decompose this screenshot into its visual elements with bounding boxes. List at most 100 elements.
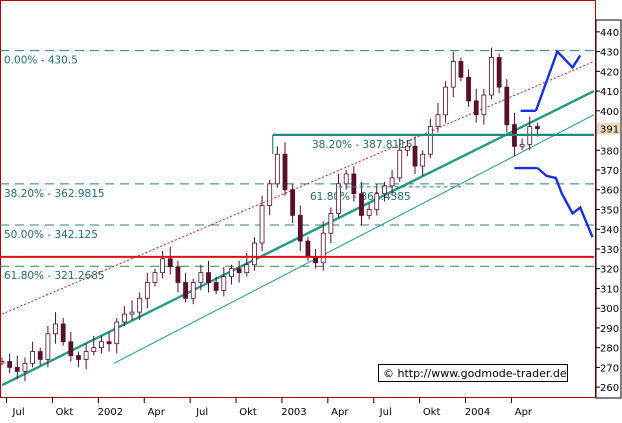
- current-price-label: 391: [600, 125, 619, 136]
- bull-scenario-path: [534, 49, 582, 112]
- x-tick-label: Okt: [239, 407, 257, 418]
- candle-body: [412, 145, 418, 167]
- candle-body: [290, 189, 296, 216]
- candle-body: [183, 282, 188, 299]
- candle-body: [496, 57, 502, 88]
- candle-body: [404, 145, 410, 151]
- candle-body: [221, 276, 227, 291]
- candle-body: [282, 153, 288, 191]
- candle-body: [366, 209, 372, 216]
- x-tick-label: Jul: [12, 407, 25, 418]
- candle-body: [7, 361, 13, 368]
- candle-body: [0, 361, 5, 364]
- fib-level-label: 50.00% - 342.125: [4, 229, 98, 241]
- y-tick-label: 260: [600, 383, 619, 394]
- candle-body: [45, 333, 51, 360]
- candle-body: [175, 266, 181, 283]
- candle-body: [137, 297, 143, 313]
- candle-body: [374, 193, 380, 210]
- candle-body: [519, 143, 525, 147]
- y-tick-label: 420: [600, 67, 619, 78]
- candle-body: [83, 351, 89, 360]
- candle-body: [489, 57, 494, 96]
- candle-body: [458, 61, 464, 78]
- candle-body: [359, 193, 364, 216]
- y-axis-layer: 260 270 280 290 300 310 320 330 340 350 360 370 380 3…: [596, 28, 620, 394]
- y-tick-label: 270: [600, 363, 619, 374]
- x-tick-label: 2003: [281, 407, 306, 418]
- candle-body: [328, 213, 334, 234]
- candle-body: [106, 341, 112, 345]
- candle-body: [190, 282, 196, 299]
- x-tick-label: Apr: [331, 407, 349, 418]
- x-tick-label: Jul: [195, 407, 208, 418]
- candle-body: [213, 282, 219, 291]
- x-tick-label: 2002: [98, 407, 123, 418]
- fib-level-label: 61.80% - 321.2685: [4, 270, 105, 282]
- y-tick-label: 400: [600, 107, 619, 118]
- x-tick-label: Okt: [423, 407, 441, 418]
- candle-body: [160, 258, 166, 274]
- copyright-label: © http://www.godmode-trader.de: [378, 364, 568, 382]
- candle-body: [535, 126, 540, 129]
- y-tick-label: 290: [600, 324, 619, 335]
- candle-body: [382, 185, 387, 195]
- candle-body: [206, 272, 211, 283]
- y-tick-label: 320: [600, 265, 619, 276]
- candle-body: [389, 177, 395, 187]
- x-tick-label: Apr: [148, 407, 166, 418]
- candle-body: [114, 321, 120, 345]
- candle-body: [435, 114, 441, 127]
- candle-body: [30, 351, 35, 364]
- current-price-badge: [597, 122, 620, 135]
- upper-channel-dotted-line: [1, 60, 595, 315]
- candle-body: [198, 272, 204, 283]
- candle-body: [53, 323, 58, 335]
- candle-body: [76, 355, 81, 360]
- candle-body: [336, 183, 341, 214]
- y-tick-label: 330: [600, 245, 619, 256]
- uptrend-parallel-line: [113, 114, 595, 364]
- y-tick-label: 410: [600, 87, 619, 98]
- candle-body: [504, 86, 510, 126]
- candle-body: [91, 347, 97, 353]
- y-tick-label: 310: [600, 284, 619, 295]
- candle-body: [259, 205, 265, 244]
- candle-body: [129, 311, 135, 315]
- candle-body: [481, 94, 487, 116]
- candle-body: [121, 313, 127, 323]
- fib-level-label: 0.00% - 430.5: [4, 55, 78, 67]
- candle-body: [450, 61, 456, 88]
- candle-body: [68, 341, 74, 356]
- candle-body: [466, 76, 471, 102]
- candle-body: [229, 268, 234, 277]
- y-tick-label: 430: [600, 48, 619, 59]
- y-tick-label: 280: [600, 344, 619, 355]
- candle-body: [60, 323, 66, 343]
- candle-body: [427, 126, 433, 155]
- fib-level-label: 38.20% - 362.9815: [4, 188, 105, 200]
- y-tick-label: 440: [600, 28, 619, 39]
- candle-body: [22, 363, 28, 372]
- candle-body: [397, 149, 403, 179]
- x-axis-layer: Jul Okt 2002 Apr Jul Okt 2003 Apr Jul Okt 2004 Apr: [6, 397, 533, 418]
- inner-fib-label: 38.20% - 387.8115: [312, 139, 413, 151]
- bear-scenario-path: [536, 167, 594, 238]
- y-tick-label: 380: [600, 146, 619, 157]
- y-tick-label: 340: [600, 225, 619, 236]
- x-tick-label: Jul: [379, 407, 392, 418]
- candle-body: [343, 173, 349, 185]
- candle-body: [99, 341, 104, 349]
- candle-body: [351, 173, 357, 195]
- candle-body: [473, 100, 479, 116]
- y-tick-label: 370: [600, 166, 619, 177]
- candle-body: [443, 86, 449, 116]
- candles-layer: [0, 47, 540, 382]
- candle-body: [244, 264, 250, 274]
- candle-body: [144, 282, 150, 299]
- x-tick-label: Okt: [56, 407, 74, 418]
- candle-body: [37, 351, 43, 360]
- y-tick-label: 350: [600, 205, 619, 216]
- candle-body: [297, 215, 303, 242]
